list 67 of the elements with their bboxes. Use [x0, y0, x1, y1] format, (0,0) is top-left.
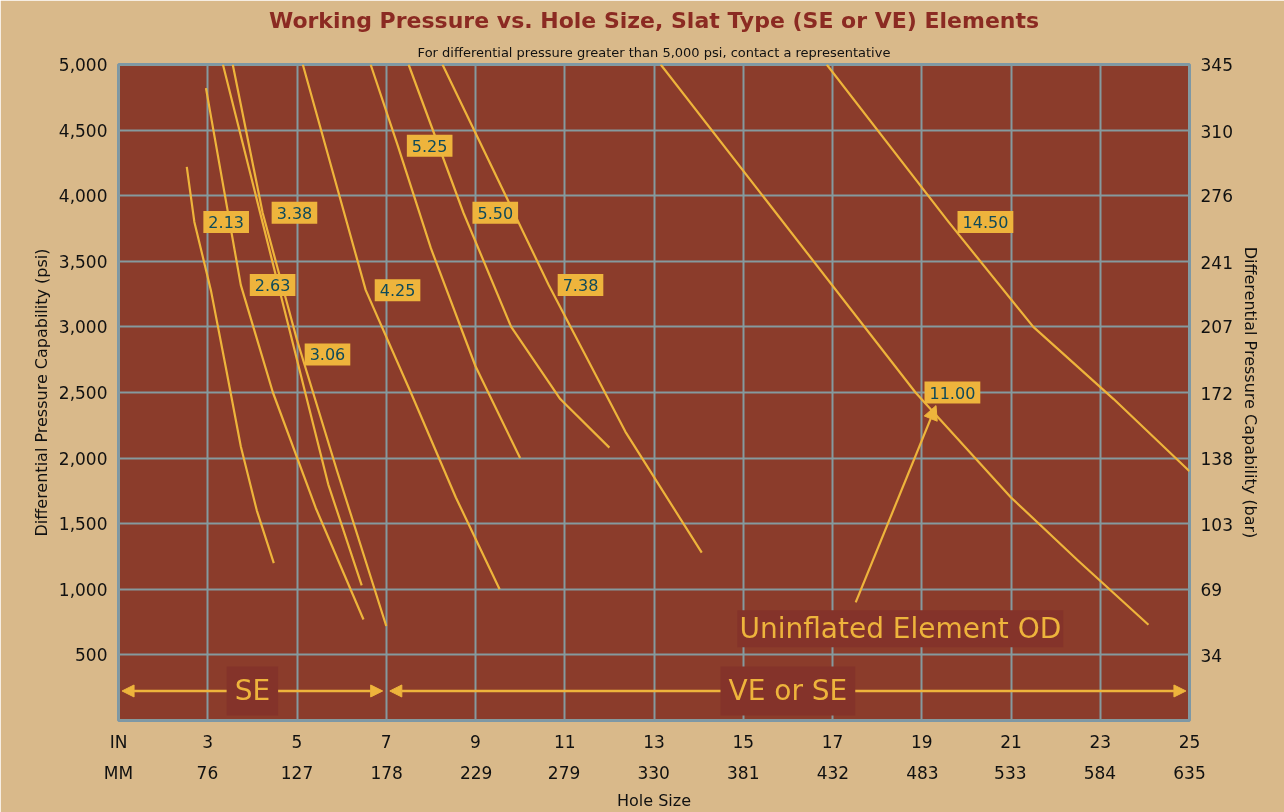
y2-tick-label: 276 — [1200, 186, 1233, 207]
x-tick-label: 25 — [1178, 731, 1201, 752]
x-tick-label: 13 — [643, 731, 665, 752]
y-tick-label: 500 — [75, 645, 108, 666]
y-tick-label: 2,000 — [58, 448, 108, 469]
text: MM — [103, 762, 134, 783]
x2-tick-label: 432 — [816, 762, 850, 783]
series-label: 5.25 — [411, 136, 448, 156]
x-tick-label: 19 — [910, 731, 933, 752]
y-tick-label: 5,000 — [58, 55, 108, 75]
y2-tick-label: 69 — [1200, 579, 1223, 600]
x2-tick-label: 381 — [727, 762, 760, 783]
x-axis-title: Hole Size — [616, 790, 692, 810]
y2-tick-label: 103 — [1200, 515, 1233, 536]
annotation: Uninflated Element OD — [739, 612, 1062, 646]
y-tick-label: 1,500 — [58, 514, 108, 535]
y2-tick-label: 172 — [1200, 383, 1233, 404]
series-label: 2.63 — [254, 275, 291, 295]
y-axis-title: Differential Pressure Capability (psi) — [31, 248, 51, 537]
line-series — [204, 87, 365, 621]
x-tick-label: 15 — [732, 731, 755, 752]
x-tick-label: 3 — [202, 731, 214, 752]
line-series — [825, 64, 1190, 473]
y-tick-label: 2,500 — [58, 383, 108, 403]
y2-tick-label: 241 — [1200, 252, 1233, 273]
y-tick-label: 1,000 — [58, 579, 108, 600]
x-tick-label: 9 — [470, 731, 481, 752]
x-tick-label: 21 — [1000, 731, 1022, 752]
x2-tick-label: 127 — [280, 762, 314, 783]
y2-tick-label: 310 — [1200, 121, 1233, 142]
x-tick-label: 7 — [380, 731, 392, 752]
y2-axis-title: Differential Pressure Capability (bar) — [1240, 246, 1260, 539]
x2-tick-label: 279 — [547, 762, 581, 783]
x2-tick-label: 533 — [994, 762, 1027, 783]
text: IN — [109, 731, 128, 752]
x-tick-label: 11 — [553, 731, 576, 752]
x2-tick-label: 483 — [906, 762, 939, 783]
y-tick-label: 3,000 — [58, 317, 108, 338]
x-tick-label: 23 — [1089, 731, 1112, 752]
y2-tick-label: 207 — [1200, 317, 1233, 338]
x2-tick-label: 584 — [1083, 762, 1117, 783]
chart-subtitle: For differential pressure greater than 5,000 psi, contact a representative — [417, 44, 891, 60]
y-tick-label: 4,500 — [58, 120, 108, 141]
series-label: 2.13 — [208, 212, 244, 232]
y2-tick-label: 34 — [1200, 646, 1223, 667]
chart-title: Working Pressure vs. Hole Size, Slat Type (SE or VE) Elements — [268, 7, 1040, 33]
x-tick-label: 5 — [291, 731, 303, 752]
band-label: VE or SE — [728, 674, 848, 708]
series-label: 3.06 — [309, 345, 346, 365]
y-tick-label: 4,000 — [58, 186, 108, 207]
series-label: 7.38 — [562, 275, 599, 295]
series-label: 14.50 — [962, 212, 1009, 232]
series-label: 5.50 — [477, 203, 514, 223]
x2-tick-label: 76 — [196, 762, 219, 783]
line-series — [369, 64, 522, 460]
x2-tick-label: 635 — [1173, 762, 1206, 783]
y-tick-label: 3,500 — [58, 251, 108, 272]
band-label: SE — [234, 674, 271, 708]
x-tick-label: 17 — [821, 731, 844, 752]
y2-tick-label: 138 — [1200, 448, 1233, 469]
series-label: 4.25 — [379, 281, 416, 301]
series-label: 11.00 — [929, 383, 976, 403]
x2-tick-label: 330 — [637, 762, 670, 783]
x2-tick-label: 178 — [370, 762, 403, 783]
y2-tick-label: 345 — [1200, 55, 1233, 75]
x2-tick-label: 229 — [459, 762, 493, 783]
series-label: 3.38 — [276, 203, 313, 223]
